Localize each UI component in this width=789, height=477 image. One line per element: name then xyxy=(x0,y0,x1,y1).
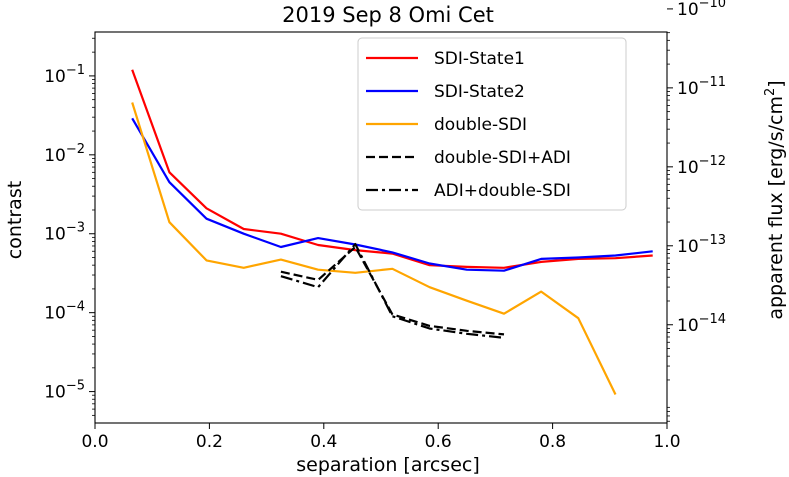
series-line-sdi-state2 xyxy=(131,117,653,272)
legend-label: ADI+double-SDI xyxy=(434,181,571,201)
legend-label: double-SDI xyxy=(434,115,527,135)
x-tick-label: 0.2 xyxy=(196,432,223,452)
y-tick-label: 10−5 xyxy=(44,379,85,403)
y2-tick-label: 10−14 xyxy=(677,312,726,336)
y2-axis-label-end: ] xyxy=(765,80,787,87)
axes: 10−1 10−2 10−3 10−4 10−5 10−10 10−11 10−12 10−13… xyxy=(44,0,726,452)
y-axis-label: contrast xyxy=(4,181,26,259)
x-tick-label: 0.0 xyxy=(81,432,108,452)
series-line-sdi-state1 xyxy=(131,69,653,269)
x-tick-label: 0.8 xyxy=(539,432,566,452)
series-line-double-sdi xyxy=(131,102,617,395)
legend-label: double-SDI+ADI xyxy=(434,148,571,168)
chart-title: 2019 Sep 8 Omi Cet xyxy=(282,3,494,27)
legend-label: SDI-State1 xyxy=(434,49,525,69)
x-tick-label: 1.0 xyxy=(653,432,680,452)
y-tick-label: 10−2 xyxy=(44,142,85,166)
x-tick-label: 0.4 xyxy=(310,432,337,452)
y2-tick-label: 10−11 xyxy=(677,75,726,99)
y-tick-label: 10−1 xyxy=(44,63,85,87)
legend-box xyxy=(357,37,627,211)
legend: SDI-State1 SDI-State2 double-SDI double-SDI… xyxy=(357,37,627,211)
y2-tick-label: 10−12 xyxy=(677,154,726,178)
plot-frame xyxy=(94,31,668,424)
series-line-adi-double-sdi xyxy=(280,243,505,339)
series-line-double-sdi-adi xyxy=(280,245,505,336)
y2-axis-label-main: apparent flux [erg/s/cm xyxy=(765,96,787,320)
x-axis-label: separation [arcsec] xyxy=(296,454,480,476)
y2-axis-label: apparent flux [erg/s/cm2] xyxy=(763,80,787,319)
legend-label: SDI-State2 xyxy=(434,82,525,102)
y2-tick-label: 10−13 xyxy=(677,233,726,257)
plot-area xyxy=(131,69,653,395)
x-tick-label: 0.6 xyxy=(425,432,452,452)
y-tick-label: 10−3 xyxy=(44,221,85,245)
y2-axis-label-sup: 2 xyxy=(763,88,778,96)
y2-tick-label: 10−10 xyxy=(677,0,726,20)
y-tick-label: 10−4 xyxy=(44,300,85,324)
